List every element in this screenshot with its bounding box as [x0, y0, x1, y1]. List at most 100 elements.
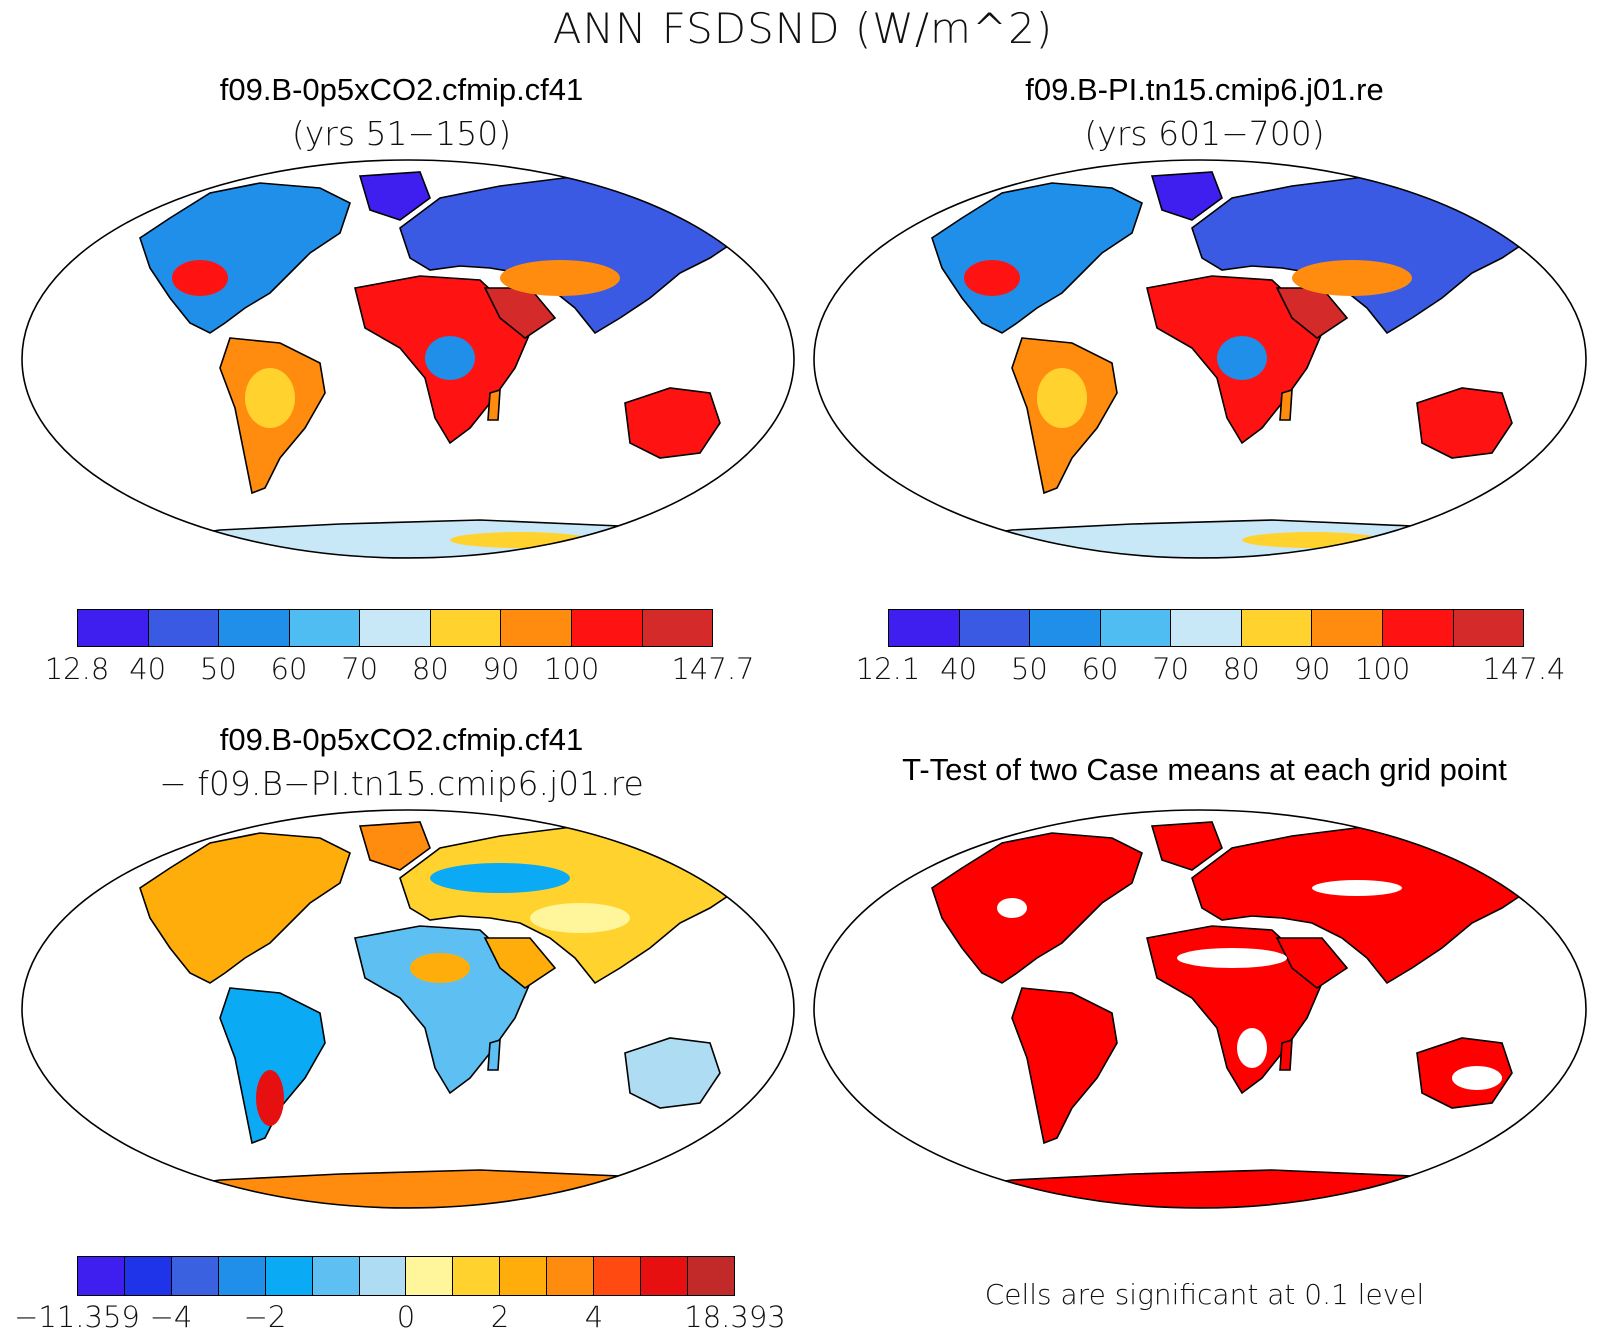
colorbar-segment	[642, 610, 713, 646]
colorbar-segment	[218, 1257, 266, 1295]
nonsig-blob-africa	[1237, 1028, 1267, 1068]
colorbar-tick-label: 50	[199, 652, 237, 686]
land-australia	[624, 387, 721, 459]
land-antarctica	[127, 519, 693, 558]
panel-title: f09.B-0p5xCO2.cfmip.cf41	[219, 72, 584, 107]
land-greenland	[358, 171, 431, 221]
colorbar-segment	[1382, 610, 1454, 646]
land-greenland	[358, 821, 431, 871]
panel-title: f09.B-PI.tn15.cmip6.j01.re	[1025, 72, 1384, 107]
land-north-america	[139, 182, 351, 334]
field-blob-congo	[1217, 336, 1267, 380]
land-antarctica	[919, 1169, 1485, 1208]
colorbar-segment	[1312, 610, 1383, 646]
colorbar-segment	[687, 1257, 734, 1295]
nonsig-blob-australia	[1452, 1066, 1502, 1090]
panel-title: f09.B-0p5xCO2.cfmip.cf41	[219, 722, 584, 757]
field-blob-sahel	[410, 953, 470, 983]
colorbar-segment	[641, 1257, 688, 1295]
colorbar-segment	[1030, 610, 1101, 646]
colorbar-segment	[78, 610, 149, 646]
colorbar-tick-label: 12.8	[44, 652, 110, 686]
colorbar-segment	[547, 1257, 595, 1295]
colorbar-segment	[360, 610, 431, 646]
colorbar-segment	[571, 610, 643, 646]
colorbar-tick-label: −2	[243, 1300, 287, 1334]
land-antarctica	[127, 1169, 693, 1208]
land-australia	[1416, 387, 1513, 459]
colorbar-segment	[406, 1257, 454, 1295]
landmasses	[127, 821, 762, 1208]
land-africa	[354, 925, 531, 1095]
colorbar-tick-label: 80	[1222, 652, 1260, 686]
land-antarctica	[919, 519, 1485, 558]
colorbar-difference	[77, 1256, 735, 1296]
land-australia	[624, 1037, 721, 1109]
colorbar-segment	[594, 1257, 642, 1295]
nonsig-blob-namerica	[997, 898, 1027, 918]
colorbar-segment	[1241, 610, 1313, 646]
colorbar-segment	[171, 1257, 219, 1295]
land-north-america	[931, 182, 1143, 334]
colorbar-segment	[500, 1257, 548, 1295]
field-blob-central-asia	[1292, 260, 1412, 296]
colorbar-tick-label: −4	[149, 1300, 193, 1334]
colorbar-segment	[148, 610, 220, 646]
nonsig-blob-sahara	[1177, 948, 1287, 968]
land-madagascar	[487, 1038, 501, 1071]
land-south-america	[1011, 987, 1118, 1145]
colorbar-tick-label: −11.359	[14, 1300, 140, 1334]
land-madagascar	[487, 388, 501, 421]
colorbar-segment	[312, 1257, 360, 1295]
colorbar-segment	[1100, 610, 1172, 646]
panel-subtitle: − f09.B−PI.tn15.cmip6.j01.re	[159, 764, 644, 803]
colorbar-case1	[77, 609, 713, 647]
field-blob-congo	[425, 336, 475, 380]
colorbar-tick-label: 147.4	[1482, 652, 1566, 686]
map-border	[813, 159, 1587, 559]
land-arabia	[1275, 937, 1349, 989]
colorbar-tick-label: 40	[129, 652, 167, 686]
colorbar-segment	[124, 1257, 172, 1295]
colorbar-tick-label: 60	[1081, 652, 1119, 686]
panel-subtitle: (yrs 51−150)	[291, 114, 512, 153]
colorbar-tick-label: 50	[1010, 652, 1048, 686]
colorbar-tick-label: 80	[411, 652, 449, 686]
landmasses	[919, 821, 1554, 1208]
colorbar-segment	[219, 610, 290, 646]
landmasses	[919, 171, 1554, 558]
colorbar-segment	[959, 610, 1031, 646]
land-madagascar	[1279, 388, 1293, 421]
land-arabia	[483, 937, 557, 989]
field-blob-mexico	[964, 260, 1020, 296]
field-blob-asia	[530, 903, 630, 933]
panel-title: T-Test of two Case means at each grid po…	[902, 752, 1507, 787]
land-greenland	[1150, 821, 1223, 871]
landmasses	[127, 171, 762, 558]
colorbar-tick-label: 90	[1293, 652, 1331, 686]
field-blob-brazil	[245, 368, 295, 428]
map-panel-ttest	[813, 809, 1587, 1209]
land-greenland	[1150, 171, 1223, 221]
colorbar-segment	[359, 1257, 407, 1295]
field-blob-mexico	[172, 260, 228, 296]
land-north-america	[931, 832, 1143, 984]
land-north-america	[139, 832, 351, 984]
colorbar-tick-label: 100	[1354, 652, 1411, 686]
colorbar-tick-label: 40	[940, 652, 978, 686]
colorbar-case2	[888, 609, 1524, 647]
map-panel-case2	[813, 159, 1587, 559]
land-africa	[1146, 925, 1323, 1095]
map-panel-case1	[21, 159, 795, 559]
field-blob-brazil	[1037, 368, 1087, 428]
colorbar-tick-label: 0	[396, 1300, 416, 1334]
colorbar-tick-label: 100	[543, 652, 600, 686]
colorbar-segment	[265, 1257, 313, 1295]
colorbar-segment	[889, 610, 960, 646]
field-blob-argentina	[256, 1070, 284, 1126]
colorbar-segment	[453, 1257, 501, 1295]
field-blob-europe	[430, 863, 570, 893]
colorbar-tick-label: 147.7	[671, 652, 755, 686]
field-blob-central-asia	[500, 260, 620, 296]
